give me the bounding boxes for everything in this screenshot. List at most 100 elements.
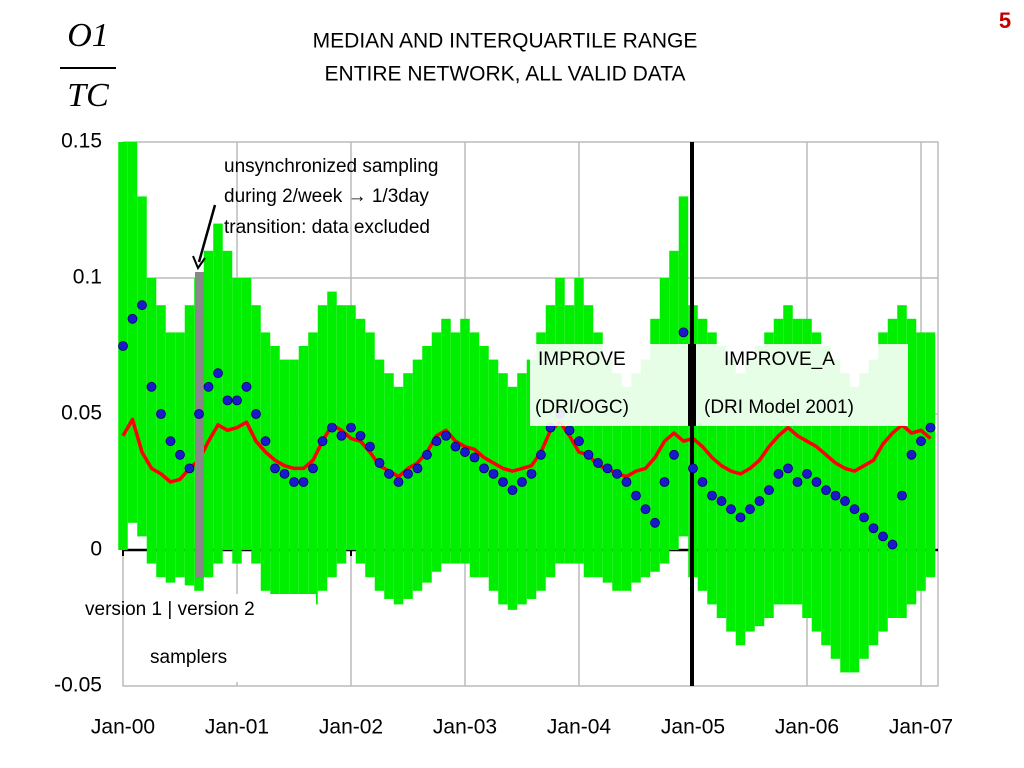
dot [726, 504, 736, 515]
iqr-bar [545, 305, 556, 578]
dot [517, 477, 527, 487]
iqr-bar [374, 359, 385, 591]
dot [298, 477, 309, 487]
dot [640, 504, 651, 515]
iqr-bar [156, 305, 166, 578]
dot [194, 409, 204, 419]
iqr-bar [507, 386, 518, 610]
dot [355, 430, 366, 441]
iqr-bar [821, 346, 831, 646]
annotation: samplers [150, 647, 227, 668]
iqr-bar [726, 359, 736, 632]
iqr-bar [479, 346, 489, 578]
dot [574, 436, 584, 447]
dot [887, 539, 898, 550]
dot [906, 449, 917, 460]
iqr-bar [897, 305, 907, 618]
iqr-bar [393, 386, 404, 605]
network-divider-over [688, 344, 696, 426]
x-tick-label: Jan-06 [775, 716, 839, 739]
dot [783, 463, 793, 474]
dot [802, 468, 812, 479]
dot [327, 422, 337, 433]
x-tick-label: Jan-02 [319, 716, 383, 739]
iqr-bar [773, 318, 784, 605]
dot [773, 468, 784, 479]
iqr-bar [754, 346, 765, 627]
dot [811, 477, 822, 487]
x-tick-label: Jan-03 [433, 716, 497, 739]
iqr-bar [203, 250, 214, 578]
dot [602, 463, 613, 474]
dot [479, 463, 489, 474]
y-tick-label: 0.15 [61, 130, 102, 153]
iqr-bar [384, 373, 394, 599]
dot [422, 449, 432, 460]
dot [222, 395, 233, 406]
dot [346, 422, 356, 433]
x-tick-label: Jan-01 [205, 716, 269, 739]
iqr-bar [878, 332, 888, 632]
dot [897, 490, 907, 501]
dot [384, 468, 394, 479]
median-line [121, 417, 932, 484]
iqr-bar [583, 305, 594, 578]
dot [688, 463, 698, 474]
dots [118, 300, 936, 550]
dot [716, 496, 727, 506]
iqr-bar [184, 305, 195, 586]
dot [764, 485, 774, 496]
dot [156, 409, 166, 419]
dot [735, 512, 746, 523]
iqr-bar [241, 278, 252, 550]
arrow-head [192, 255, 206, 271]
iqr-bar [840, 373, 850, 673]
iqr-bar [716, 346, 727, 618]
annotation: (DRI Model 2001) [704, 397, 854, 418]
iqr-bar [422, 346, 432, 583]
iqr-bar [270, 346, 280, 605]
dot [137, 300, 147, 311]
iqr-bar [213, 223, 223, 564]
annotation: unsynchronized sampling [224, 156, 438, 177]
dot [916, 436, 926, 447]
iqr-bar [165, 332, 176, 583]
dot [241, 381, 252, 392]
chart-title: MEDIAN AND INTERQUARTILE RANGE [313, 30, 698, 53]
dot [450, 441, 461, 452]
dot [498, 477, 508, 487]
dot [507, 485, 518, 496]
iqr-bar [783, 305, 793, 605]
iqr-bar [431, 332, 442, 572]
dot [849, 504, 860, 515]
iqr-bar [764, 332, 774, 618]
dot [127, 313, 138, 324]
dot [460, 447, 470, 457]
annotation: IMPROVE [538, 349, 626, 370]
dot [488, 468, 499, 479]
iqr-bar [498, 373, 508, 605]
dot [203, 381, 214, 392]
x-tick-label: Jan-00 [91, 716, 155, 739]
dot [821, 485, 831, 496]
dot [697, 477, 708, 487]
dot [232, 395, 242, 406]
dot [526, 468, 537, 479]
y-tick-label: -0.05 [54, 674, 102, 697]
iqr-bar [460, 318, 470, 564]
dot [868, 523, 879, 534]
dot [878, 531, 888, 542]
label-box [126, 594, 316, 682]
chart-subtitle: ENTIRE NETWORK, ALL VALID DATA [325, 63, 686, 86]
x-tick-label: Jan-05 [661, 716, 725, 739]
dot [536, 449, 546, 460]
iqr-bar [593, 332, 603, 578]
dot [213, 368, 223, 379]
arrow [197, 204, 217, 263]
page-number: 5 [999, 8, 1011, 33]
iqr-bar [232, 278, 242, 564]
iqr-bar [697, 318, 708, 591]
dot [583, 449, 594, 460]
x-tick-label: Jan-04 [547, 716, 612, 739]
